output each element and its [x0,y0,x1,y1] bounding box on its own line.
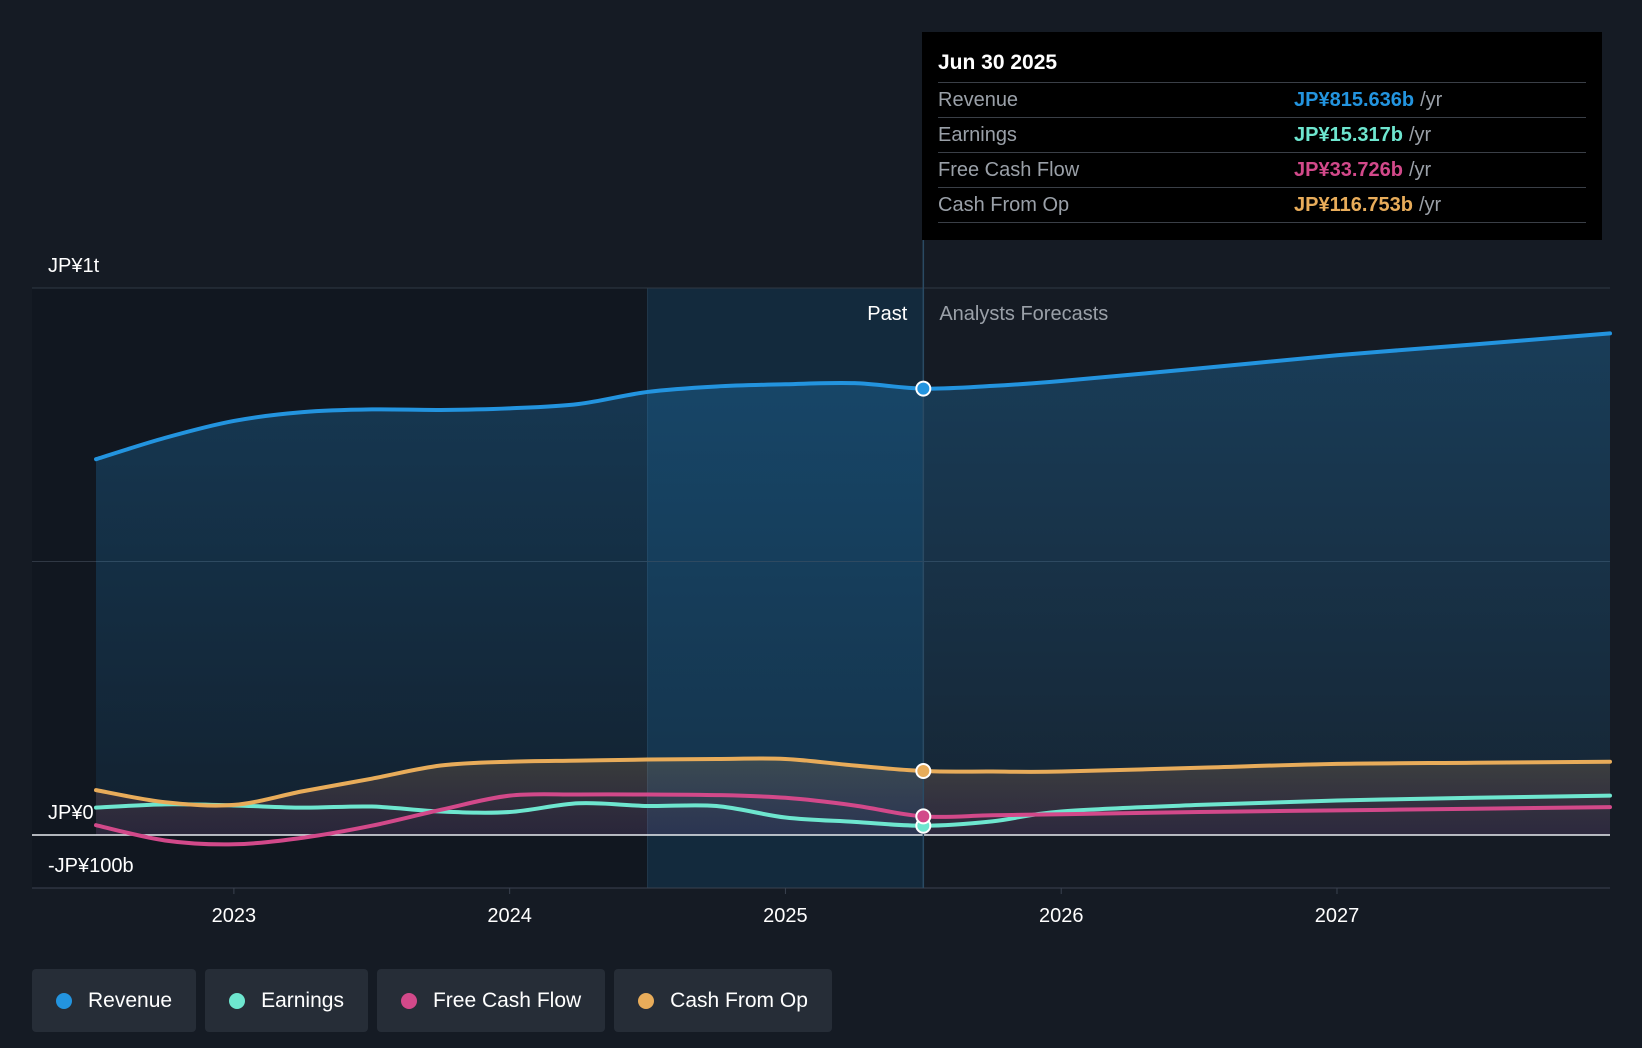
tooltip-label: Earnings [938,123,1017,146]
past-label: Past [867,303,907,325]
series-line-cash-from-op [94,756,1612,808]
tooltip-unit: /yr [1420,88,1443,111]
tooltip-unit: /yr [1408,158,1432,181]
x-tick-label: 2023 [212,905,257,927]
tooltip-value: JP¥33.726b [1294,158,1403,181]
legend-dot-icon [56,992,72,1009]
legend-item-free-cash-flow[interactable]: Free Cash Flow [376,969,606,1032]
cash-from-op-area [96,758,1610,835]
tooltip-row-free-cash-flow: Free Cash Flow JP¥33.726b /yr [938,152,1586,187]
legend-item-cash-from-op[interactable]: Cash From Op [614,969,832,1032]
tooltip-value: JP¥116.753b [1294,193,1413,216]
y-tick-label: -JP¥100b [48,855,134,877]
legend-label: Revenue [88,988,173,1012]
tooltip-row-cash-from-op: Cash From Op JP¥116.753b /yr [938,187,1586,223]
forecast-label: Analysts Forecasts [939,303,1108,325]
x-tick-label: 2024 [487,905,532,927]
legend-dot-icon [638,992,655,1009]
x-tick-label: 2025 [763,905,808,927]
x-tick-label: 2027 [1315,905,1360,927]
tooltip-unit: /yr [1419,193,1442,216]
legend-dot-icon [400,992,417,1009]
legend-dot-icon [229,992,246,1009]
series-line-revenue [94,331,1612,462]
legend-label: Free Cash Flow [432,988,582,1012]
marker-revenue [915,380,932,397]
series-line-earnings [94,793,1612,828]
tooltip-date: Jun 30 2025 [938,51,1058,74]
tooltip-label: Cash From Op [938,193,1070,216]
tooltip-label: Revenue [938,88,1019,111]
x-tick-label: 2026 [1039,905,1084,927]
revenue-area [96,333,1610,835]
tooltip-value: JP¥15.317b [1294,123,1403,146]
marker-free-cash-flow [915,808,932,825]
tooltip-label: Free Cash Flow [938,158,1080,181]
tooltip-row-earnings: Earnings JP¥15.317b /yr [938,117,1586,152]
tooltip-row-revenue: Revenue JP¥815.636b /yr [938,82,1586,117]
tooltip: Jun 30 2025 Revenue JP¥815.636b /yr Earn… [922,32,1602,240]
y-tick-label: JP¥0 [48,802,94,824]
y-tick-label: JP¥1t [48,255,100,277]
marker-cash-from-op [915,763,932,780]
tooltip-value: JP¥815.636b [1294,88,1415,111]
legend: Revenue Earnings Free Cash Flow Cash Fro… [32,969,832,1032]
legend-item-earnings[interactable]: Earnings [205,969,368,1032]
legend-label: Earnings [261,988,344,1012]
tooltip-unit: /yr [1408,123,1432,146]
legend-item-revenue[interactable]: Revenue [32,969,197,1032]
series-line-free-cash-flow [94,792,1612,847]
legend-label: Cash From Op [670,988,808,1012]
